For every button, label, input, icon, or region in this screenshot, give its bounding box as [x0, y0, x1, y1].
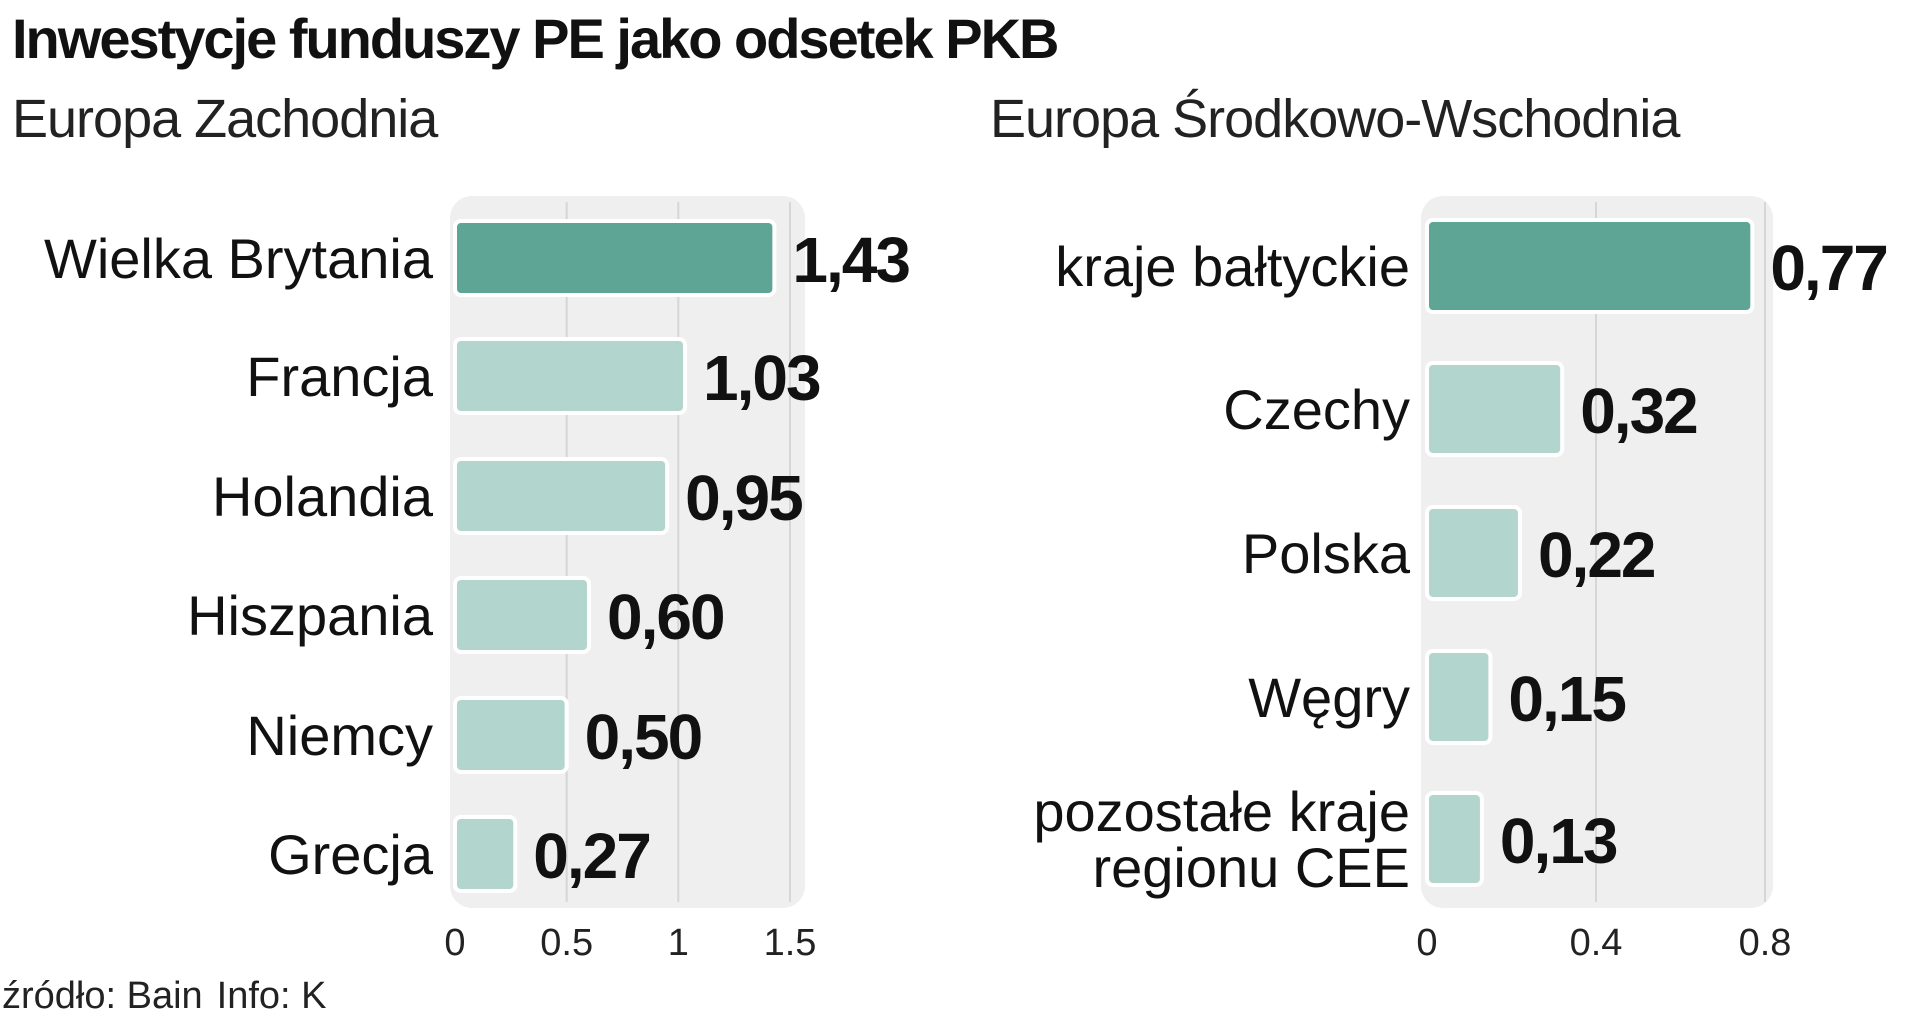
left-tick-label: 0 — [444, 922, 465, 964]
right-tick-label: 0.4 — [1570, 922, 1623, 964]
left-bar — [453, 576, 591, 654]
right-category-label: Polska — [1242, 522, 1411, 585]
right-tick-label: 0 — [1416, 922, 1437, 964]
left-bar — [453, 815, 518, 893]
right-chart-subtitle: Europa Środkowo-Wschodnia — [990, 89, 1680, 149]
right-value-label: 0,22 — [1538, 519, 1655, 591]
right-category-label: Węgry — [1248, 666, 1410, 729]
right-category-label: Czechy — [1223, 378, 1410, 441]
left-chart-subtitle: Europa Zachodnia — [12, 89, 438, 149]
left-value-label: 0,50 — [585, 701, 702, 773]
right-bar-chart: kraje bałtyckie 0,77 Czechy 0,32 Polska 0,22 W… — [1033, 196, 1889, 964]
left-bar — [453, 337, 688, 415]
right-category-label: kraje bałtyckie — [1055, 235, 1410, 298]
right-value-label: 0,15 — [1508, 663, 1625, 735]
left-category-label: Francja — [246, 345, 434, 408]
right-value-label: 0,77 — [1770, 232, 1887, 304]
right-category-label: pozostałe kraje — [1033, 780, 1410, 843]
left-tick-label: 0.5 — [540, 922, 593, 964]
source-note: źródło: Bain — [2, 975, 203, 1017]
left-bar-chart: Wielka Brytania 1,43 Francja 1,03 Holandia 0,… — [44, 196, 911, 964]
left-value-label: 0,95 — [685, 462, 802, 534]
left-plot-area — [450, 196, 805, 908]
info-note: Info: K — [216, 975, 327, 1017]
left-bar — [453, 696, 569, 774]
left-category-label: Grecja — [268, 823, 434, 886]
left-bar — [453, 219, 777, 297]
left-category-label: Hiszpania — [187, 584, 434, 647]
footer: źródło: Bain Info: K — [2, 975, 341, 1018]
left-tick-label: 1 — [668, 922, 689, 964]
left-bar — [453, 457, 670, 535]
left-value-label: 0,27 — [533, 820, 650, 892]
right-bar — [1425, 791, 1484, 887]
left-value-label: 1,43 — [792, 224, 909, 296]
left-category-label: Wielka Brytania — [44, 227, 434, 290]
left-category-label: Niemcy — [246, 704, 433, 767]
right-category-label: regionu CEE — [1092, 836, 1410, 899]
right-bar — [1425, 505, 1522, 601]
left-value-label: 0,60 — [607, 581, 724, 653]
left-tick-label: 1.5 — [764, 922, 817, 964]
left-value-label: 1,03 — [703, 342, 820, 414]
right-bar — [1425, 218, 1755, 314]
right-tick-label: 0.8 — [1739, 922, 1792, 964]
right-value-label: 0,13 — [1500, 805, 1617, 877]
right-bar — [1425, 649, 1493, 745]
chart-title: Inwestycje funduszy PE jako odsetek PKB — [12, 7, 1059, 70]
right-bar — [1425, 361, 1565, 457]
left-category-label: Holandia — [212, 465, 434, 528]
right-value-label: 0,32 — [1580, 375, 1697, 447]
